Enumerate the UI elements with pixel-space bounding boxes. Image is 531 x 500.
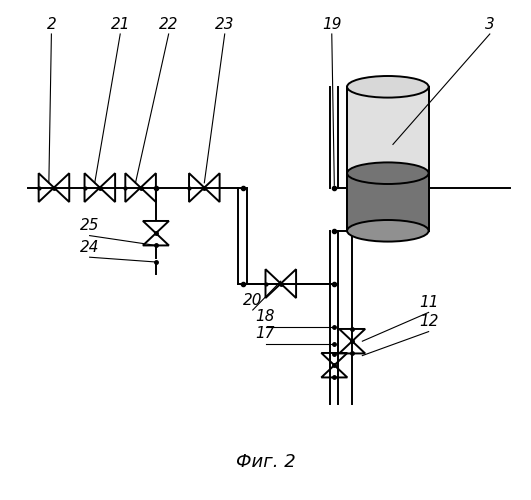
Text: 19: 19 (322, 16, 341, 32)
Bar (347, 173, 429, 231)
Text: 2: 2 (47, 16, 56, 32)
Text: Фиг. 2: Фиг. 2 (236, 453, 295, 471)
Text: 12: 12 (419, 314, 439, 329)
Bar (347, 87, 429, 173)
Text: 22: 22 (159, 16, 178, 32)
Text: 20: 20 (243, 292, 262, 308)
Text: 3: 3 (485, 16, 495, 32)
Text: 24: 24 (80, 240, 99, 255)
Text: 23: 23 (215, 16, 235, 32)
Ellipse shape (347, 220, 429, 242)
Text: 17: 17 (256, 326, 275, 341)
Text: 11: 11 (419, 295, 439, 310)
Text: 25: 25 (80, 218, 99, 233)
Text: 21: 21 (110, 16, 130, 32)
Ellipse shape (347, 162, 429, 184)
Ellipse shape (347, 76, 429, 98)
Text: 18: 18 (256, 310, 275, 324)
